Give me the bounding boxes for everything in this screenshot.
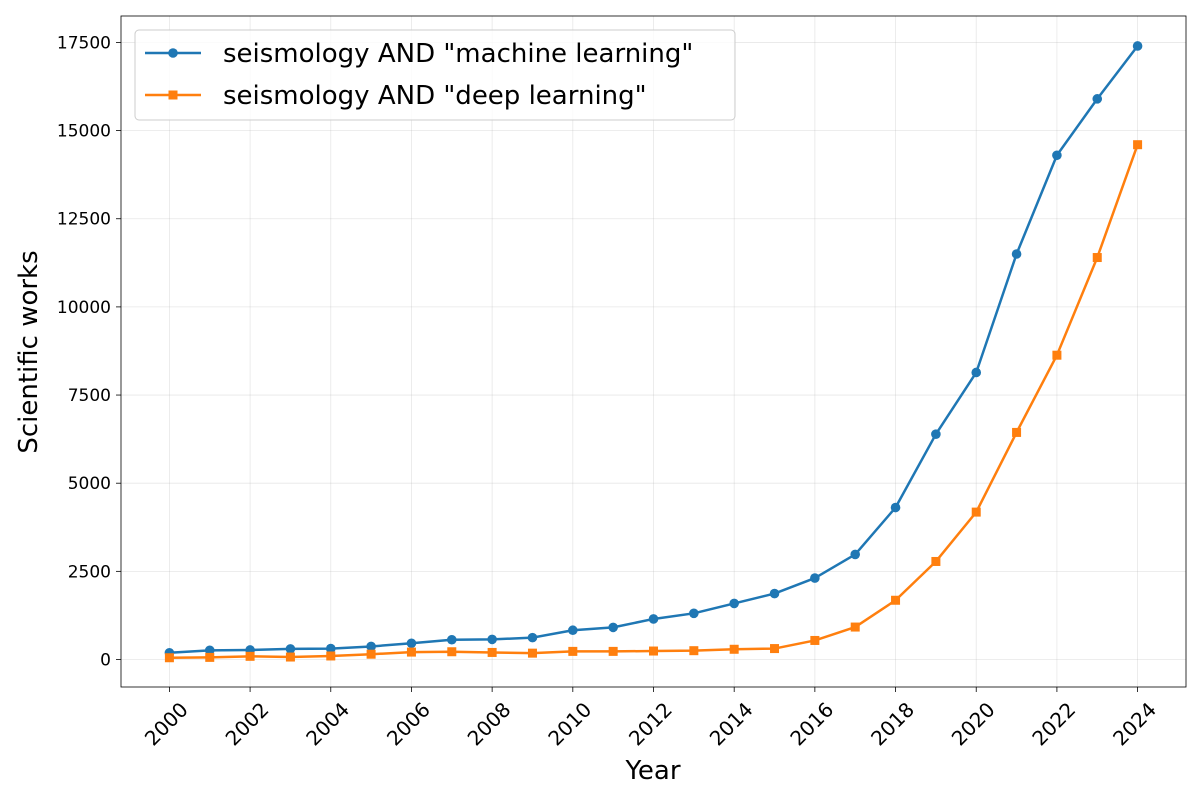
data-point (204, 645, 215, 656)
y-tick-label: 15000 (57, 122, 111, 142)
data-point (164, 653, 174, 663)
data-point (608, 646, 618, 656)
data-point (285, 644, 296, 654)
x-tick-label: 2014 (705, 697, 758, 750)
data-point (447, 647, 457, 657)
data-point (891, 595, 901, 605)
data-point (325, 643, 336, 654)
data-point (366, 649, 376, 659)
data-point (1092, 94, 1103, 104)
x-tick-label: 2016 (785, 697, 838, 750)
legend-label: seismology AND "machine learning" (223, 39, 693, 69)
data-point (850, 622, 860, 632)
legend-label: seismology AND "deep learning" (223, 81, 647, 111)
data-point (770, 644, 780, 654)
x-tick-label: 2020 (947, 697, 1000, 750)
y-tick-label: 0 (100, 650, 111, 670)
data-point (1133, 140, 1143, 150)
data-point (931, 429, 941, 439)
data-point (689, 646, 699, 656)
data-point (487, 647, 497, 657)
data-point (245, 651, 255, 661)
x-tick-label: 2010 (543, 697, 596, 750)
data-point (648, 614, 659, 624)
data-point (729, 644, 739, 654)
x-tick-label: 2012 (624, 697, 677, 750)
data-point (1012, 427, 1022, 437)
y-tick-label: 2500 (68, 562, 111, 582)
data-point (205, 652, 215, 662)
x-tick-label: 2004 (301, 697, 354, 750)
data-point (931, 556, 941, 566)
data-point (1052, 150, 1062, 161)
legend-marker (168, 90, 178, 100)
data-point (1011, 249, 1022, 259)
x-tick-label: 2002 (221, 697, 274, 750)
data-point (1052, 350, 1062, 360)
data-point (608, 622, 618, 633)
x-tick-label: 2008 (463, 697, 516, 750)
data-point (326, 651, 336, 661)
legend-marker (168, 48, 178, 58)
data-point (446, 634, 457, 645)
data-point (406, 638, 417, 649)
data-point (649, 646, 658, 656)
x-tick-label: 2000 (140, 697, 193, 750)
data-point (971, 367, 982, 378)
data-point (568, 625, 578, 636)
x-axis-label: Year (624, 756, 680, 786)
y-tick-label: 10000 (57, 298, 111, 318)
data-point (769, 588, 780, 599)
x-tick-label: 2024 (1108, 697, 1161, 750)
series-0 (164, 41, 1143, 658)
data-point (810, 573, 820, 583)
data-point (890, 502, 901, 513)
legend-box (134, 29, 736, 121)
y-tick-label: 17500 (57, 33, 111, 53)
data-point (487, 634, 497, 645)
data-point (527, 648, 537, 658)
data-point (285, 652, 295, 662)
data-point (850, 549, 861, 560)
data-point (689, 608, 699, 619)
x-tick-label: 2022 (1027, 697, 1080, 750)
legend: seismology AND "machine learning" seismol… (134, 29, 736, 121)
data-point (568, 646, 578, 656)
series-layer (164, 41, 1143, 663)
y-tick-label: 7500 (68, 386, 111, 406)
x-tick-label: 2006 (382, 697, 435, 750)
data-point (406, 647, 416, 657)
data-point (1092, 253, 1102, 263)
y-tick-label: 5000 (68, 474, 111, 494)
y-tick-label: 12500 (57, 210, 111, 230)
data-point (729, 598, 739, 609)
data-point (810, 635, 820, 645)
grid (121, 16, 1186, 687)
data-point (366, 641, 376, 652)
y-axis-label: Scientific works (14, 250, 44, 453)
series-1 (164, 140, 1143, 663)
data-point (527, 632, 538, 643)
data-point (1132, 41, 1143, 51)
data-point (971, 507, 981, 517)
x-tick-label: 2018 (866, 697, 919, 750)
tick-layer: 2000 2002 2004 2006 2008 2010 2012 2014 2016 2018… (57, 33, 1161, 750)
